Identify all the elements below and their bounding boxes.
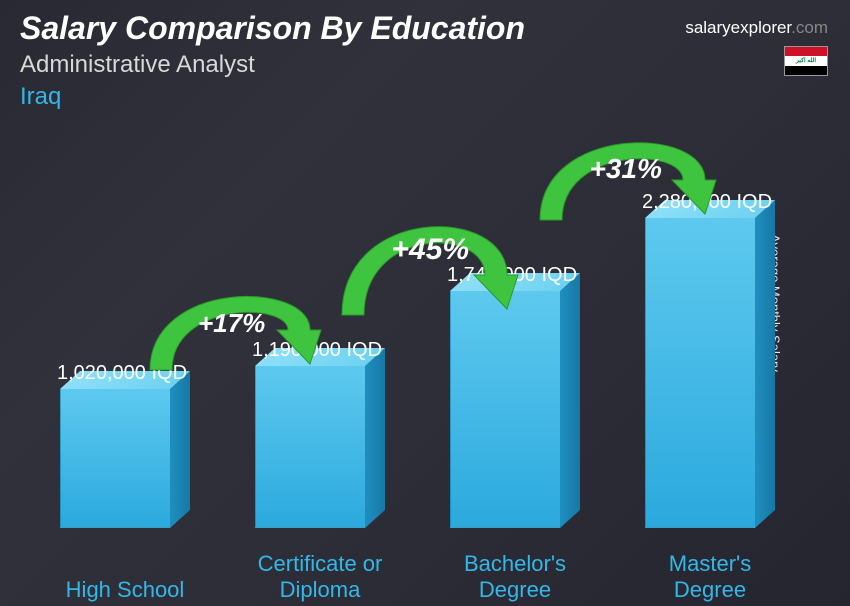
flag-stripe-black [785, 66, 827, 75]
bar-label: Certificate orDiploma [225, 551, 415, 602]
bar-label: Bachelor'sDegree [420, 551, 610, 602]
percent-increase: +17% [198, 308, 265, 339]
increase-arrow: +45% [330, 193, 535, 323]
flag-stripe-red [785, 47, 827, 56]
bar-label: High School [30, 577, 220, 602]
header: Salary Comparison By Education Administr… [20, 10, 525, 111]
chart-title: Salary Comparison By Education [20, 10, 525, 47]
bar-group: 2,280,000 IQD [635, 218, 785, 548]
flag-icon: الله اكبر [784, 46, 828, 76]
bar-chart: 1,020,000 IQDHigh School1,190,000 IQDCer… [30, 118, 800, 548]
flag-script: الله اكبر [796, 57, 816, 64]
bar-label: Master'sDegree [615, 551, 805, 602]
percent-increase: +45% [392, 233, 470, 267]
bar-group: 1,190,000 IQD [245, 366, 395, 548]
chart-country: Iraq [20, 83, 525, 111]
bar-side [365, 348, 385, 528]
chart-subtitle: Administrative Analyst [20, 51, 525, 79]
percent-increase: +31% [590, 153, 662, 185]
bar-side [560, 273, 580, 528]
bar-front [255, 366, 365, 528]
bar-3d [60, 389, 190, 528]
flag-stripe-white: الله اكبر [785, 56, 827, 65]
bar-front [60, 389, 170, 528]
increase-arrow: +17% [138, 268, 338, 378]
bar-3d [255, 366, 385, 528]
bar-side [755, 200, 775, 528]
bar-3d [645, 218, 775, 528]
bar-group: 1,020,000 IQD [50, 389, 200, 548]
bar-side [170, 371, 190, 528]
brand-name: salaryexplorer [685, 18, 791, 37]
brand-logo: salaryexplorer.com [685, 18, 828, 38]
bar-front [645, 218, 755, 528]
bar-front [450, 291, 560, 528]
increase-arrow: +31% [528, 113, 733, 228]
brand-tld: .com [791, 18, 828, 37]
bar-group: 1,740,000 IQD [440, 291, 590, 548]
bar-3d [450, 291, 580, 528]
